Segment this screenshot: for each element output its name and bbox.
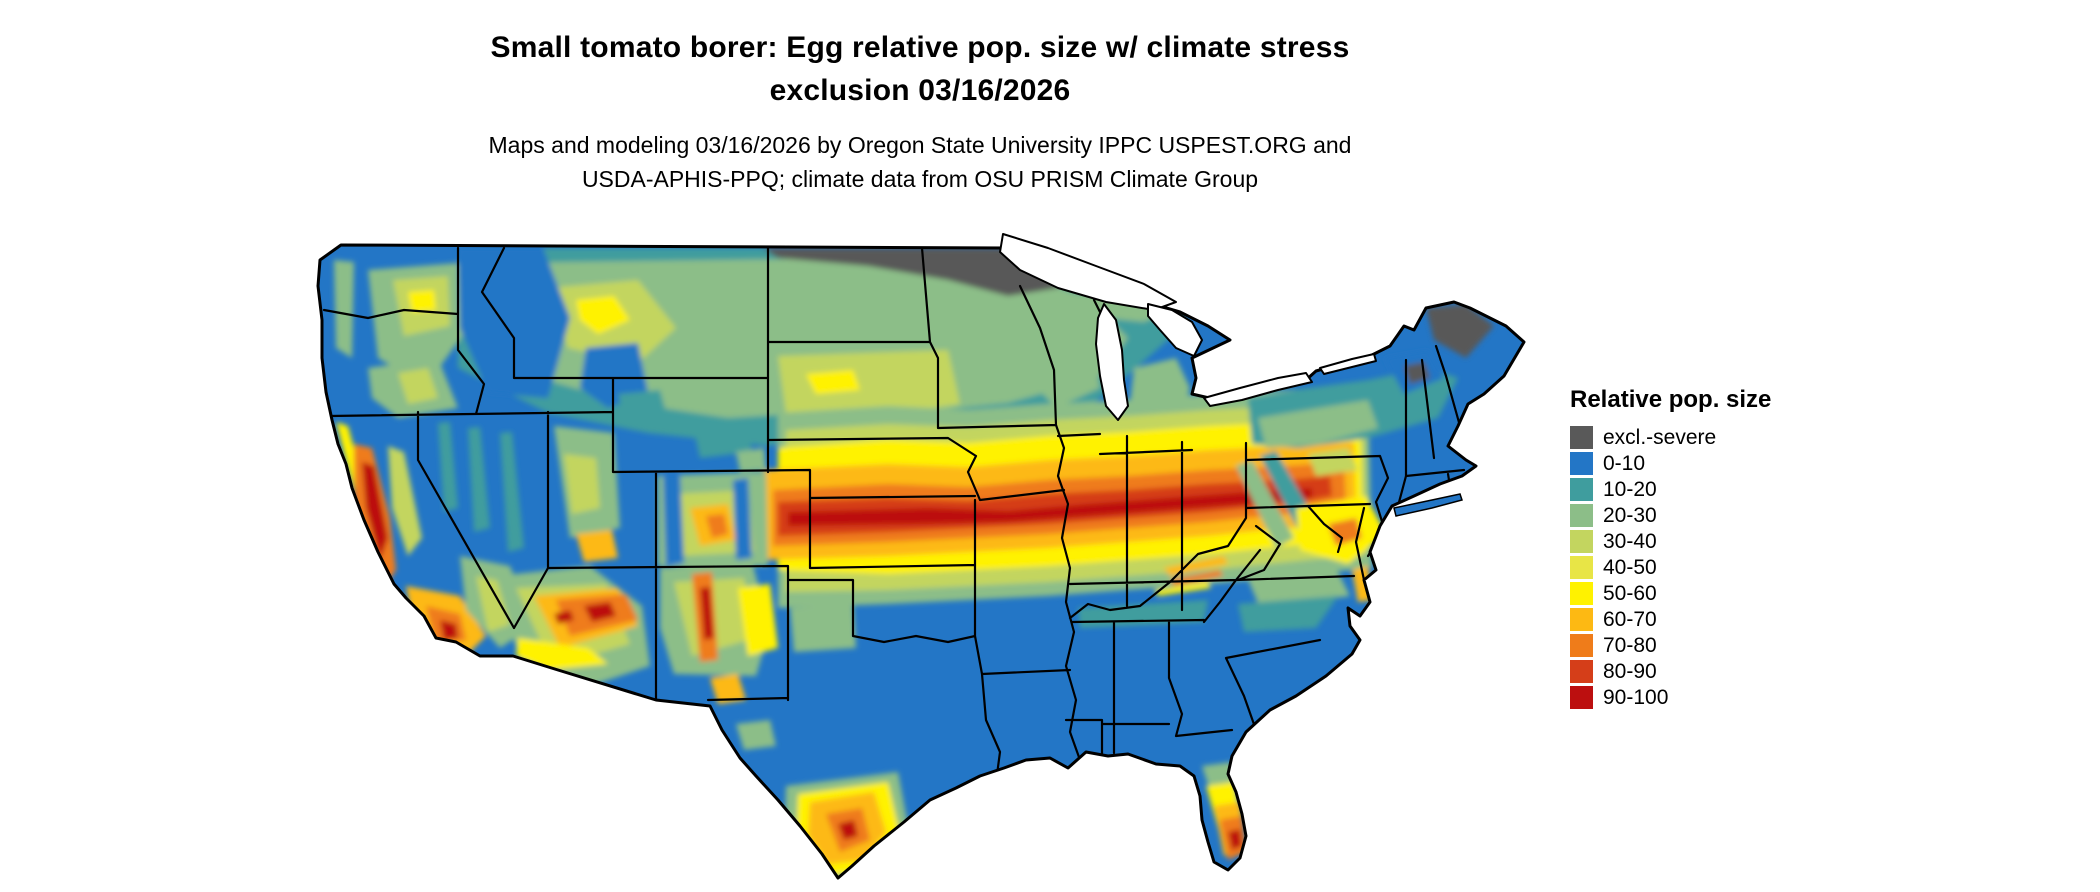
lake-huron xyxy=(1147,303,1203,357)
legend-label: 30-40 xyxy=(1603,529,1657,553)
legend-label: 10-20 xyxy=(1603,477,1657,501)
legend-item: 80-90 xyxy=(1570,660,1850,683)
legend-label: 50-60 xyxy=(1603,581,1657,605)
map-title-line1: Small tomato borer: Egg relative pop. si… xyxy=(490,31,1350,64)
legend-swatch xyxy=(1570,426,1593,449)
legend-swatch xyxy=(1570,608,1593,631)
legend-label: 90-100 xyxy=(1603,685,1669,709)
legend-items: excl.-severe 0-10 10-20 20-30 30-40 40-50 50-6… xyxy=(1570,426,1850,709)
lake-erie xyxy=(1203,372,1313,407)
legend-swatch xyxy=(1570,556,1593,579)
legend-item: excl.-severe xyxy=(1570,426,1850,449)
legend-item: 10-20 xyxy=(1570,478,1850,501)
legend-swatch xyxy=(1570,504,1593,527)
map-title: Small tomato borer: Egg relative pop. si… xyxy=(0,26,1840,112)
state-boundaries xyxy=(322,246,1466,784)
long-island xyxy=(1393,493,1463,517)
us-map xyxy=(308,208,1528,891)
us-map-graphic xyxy=(316,233,1526,880)
legend-label: 40-50 xyxy=(1603,555,1657,579)
legend: Relative pop. size excl.-severe 0-10 10-20… xyxy=(1570,386,1850,712)
legend-swatch xyxy=(1570,582,1593,605)
map-subtitle: Maps and modeling 03/16/2026 by Oregon S… xyxy=(0,128,1840,196)
header: Small tomato borer: Egg relative pop. si… xyxy=(0,26,1840,196)
legend-label: 70-80 xyxy=(1603,633,1657,657)
legend-label: 60-70 xyxy=(1603,607,1657,631)
legend-label: 0-10 xyxy=(1603,451,1646,475)
map-subtitle-line2: USDA-APHIS-PPQ; climate data from OSU PR… xyxy=(581,166,1259,192)
lake-michigan xyxy=(1095,303,1129,421)
legend-swatch xyxy=(1570,634,1593,657)
legend-swatch xyxy=(1570,686,1593,709)
legend-item: 60-70 xyxy=(1570,608,1850,631)
legend-item: 90-100 xyxy=(1570,686,1850,709)
legend-swatch xyxy=(1570,478,1593,501)
legend-item: 70-80 xyxy=(1570,634,1850,657)
legend-label: 20-30 xyxy=(1603,503,1657,527)
map-subtitle-line1: Maps and modeling 03/16/2026 by Oregon S… xyxy=(488,132,1352,158)
legend-item: 30-40 xyxy=(1570,530,1850,553)
legend-swatch xyxy=(1570,452,1593,475)
raster-layer xyxy=(318,245,1524,878)
lake-ontario xyxy=(1319,353,1377,375)
great-lakes xyxy=(999,233,1377,421)
legend-item: 40-50 xyxy=(1570,556,1850,579)
map-title-line2: exclusion 03/16/2026 xyxy=(769,74,1071,107)
legend-swatch xyxy=(1570,530,1593,553)
legend-item: 50-60 xyxy=(1570,582,1850,605)
legend-label: 80-90 xyxy=(1603,659,1657,683)
legend-label: excl.-severe xyxy=(1603,425,1717,449)
legend-item: 0-10 xyxy=(1570,452,1850,475)
legend-item: 20-30 xyxy=(1570,504,1850,527)
legend-title: Relative pop. size xyxy=(1570,386,1772,413)
legend-swatch xyxy=(1570,660,1593,683)
